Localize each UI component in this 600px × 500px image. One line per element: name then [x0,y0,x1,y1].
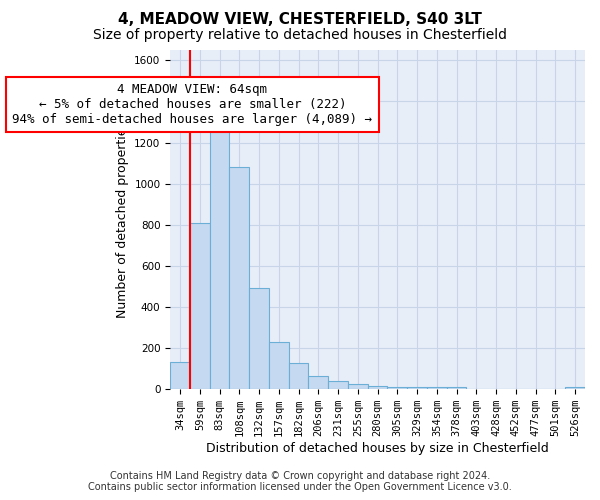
Text: Size of property relative to detached houses in Chesterfield: Size of property relative to detached ho… [93,28,507,42]
Bar [170,362,190,389]
Bar [447,387,466,389]
Bar [210,122,229,389]
Bar [249,288,269,389]
Bar [368,386,388,389]
Y-axis label: Number of detached properties: Number of detached properties [116,121,128,318]
Bar [565,387,585,389]
Text: 4, MEADOW VIEW, CHESTERFIELD, S40 3LT: 4, MEADOW VIEW, CHESTERFIELD, S40 3LT [118,12,482,28]
Bar [388,387,407,389]
Bar [229,167,249,389]
Bar [427,387,447,389]
X-axis label: Distribution of detached houses by size in Chesterfield: Distribution of detached houses by size … [206,442,549,455]
Bar [328,382,348,389]
Bar [407,387,427,389]
Bar [289,363,308,389]
Bar [308,376,328,389]
Text: 4 MEADOW VIEW: 64sqm
← 5% of detached houses are smaller (222)
94% of semi-detac: 4 MEADOW VIEW: 64sqm ← 5% of detached ho… [13,83,373,126]
Bar [348,384,368,389]
Text: Contains HM Land Registry data © Crown copyright and database right 2024.
Contai: Contains HM Land Registry data © Crown c… [88,471,512,492]
Bar [269,342,289,389]
Bar [190,222,210,389]
